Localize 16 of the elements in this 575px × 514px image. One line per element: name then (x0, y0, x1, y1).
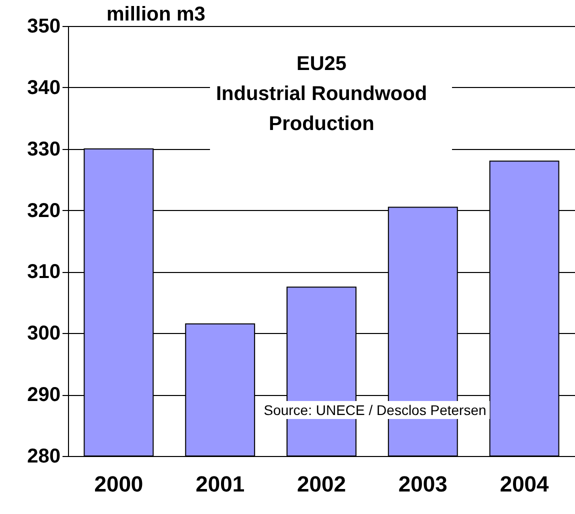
y-tick-label: 280 (27, 446, 60, 468)
x-tick-label: 2001 (196, 472, 245, 496)
x-tick-label: 2002 (297, 472, 346, 496)
y-tick-label: 350 (27, 16, 60, 38)
y-tick-label: 290 (27, 384, 60, 406)
x-tick-label: 2004 (500, 472, 550, 496)
text: EU25 Industrial Roundwood Production (216, 53, 428, 135)
y-axis-title: million m3 (106, 4, 206, 26)
annotation: Source: UNECE / Desclos Petersen (260, 401, 490, 419)
x-tick-label: 2000 (94, 472, 144, 496)
y-tick-label: 330 (27, 138, 60, 160)
y-tick-label: 340 (27, 76, 60, 99)
y-tick-label: 320 (27, 200, 60, 222)
y-tick-label: 300 (27, 322, 60, 345)
y-tick-label: 310 (27, 261, 60, 284)
x-tick-label: 2003 (398, 472, 448, 496)
